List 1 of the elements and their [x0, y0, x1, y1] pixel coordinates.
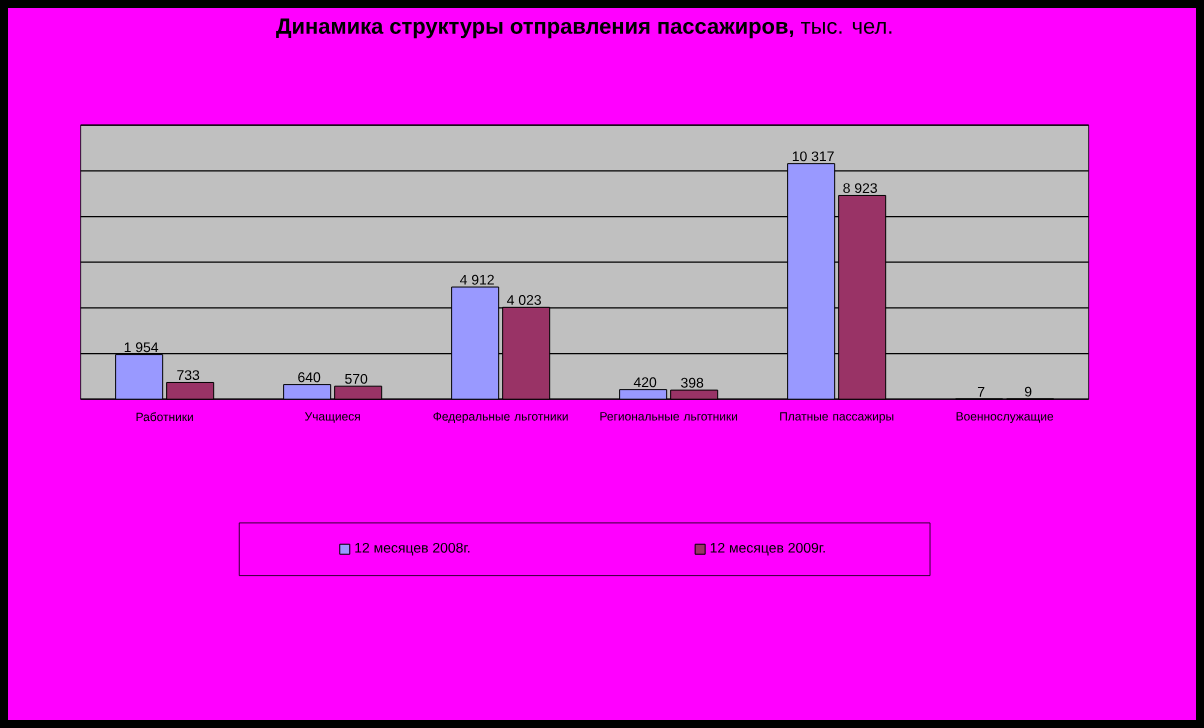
chart-title: Динамика структуры отправления пассажиров, тыс. чел. [276, 18, 892, 39]
